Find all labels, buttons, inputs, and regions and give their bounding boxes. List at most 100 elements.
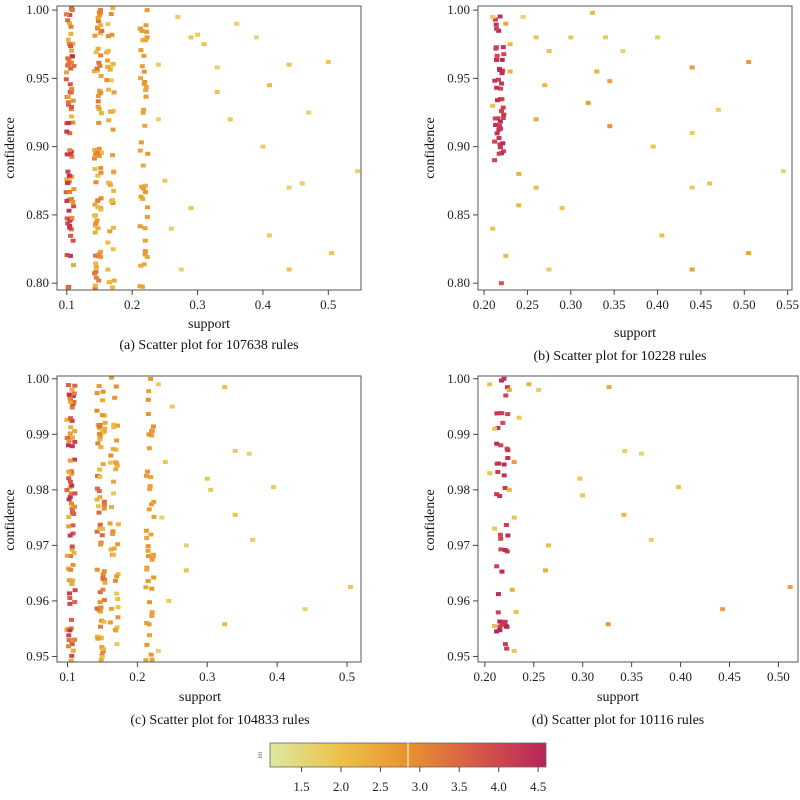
panel-a-column-1-point [98,196,104,201]
panel-c-column-0-point [72,457,78,462]
panel-d-column-0-point [498,443,504,448]
panel-a-column-1-point [92,286,98,291]
panel-c-column-1-point [100,413,105,418]
colorbar: lift 1.5 2.0 2.5 3.0 3.5 4.0 4.5 [257,742,547,794]
panel-a-column-3-point [145,151,151,156]
colorbar-ticks: 1.5 2.0 2.5 3.0 3.5 4.0 4.5 [293,767,546,794]
panel-a-column-3-point [142,252,148,257]
panel-c-column-3-point [148,376,153,381]
panel-c-column-0-point [67,596,73,600]
panel-c-column-1-point [100,398,105,403]
panel-d-column-0-point [501,376,507,381]
panel-a-column-1-point [96,107,102,112]
panel-a-column-1-point [92,156,97,161]
panel-c-column-0-point [71,512,77,516]
panel-c-column-0-point [70,562,76,567]
panel-c-column-3-point [146,446,152,451]
panel-c-column-1-point [98,542,103,547]
panel-a-column-3-point [138,26,143,31]
panel-a-column-1-point [96,278,102,283]
panel-a-column-1-point [98,249,103,254]
panel-a-column-1-point [99,150,104,155]
panel-c-column-1-point [96,489,102,494]
panel-a-column-1-point [97,63,103,68]
panel-c-column-3-point [145,548,151,553]
panel-c-column-1-point [95,441,101,446]
colorbar-tick-label: 3.0 [412,779,428,794]
panel-b: 0.20 0.25 0.30 0.35 0.40 0.45 0.50 0.55 0.800.8… [423,2,799,364]
panel-a-column-2-point [111,90,117,95]
panel-c-column-2-point [115,615,121,620]
panel-a-point [175,14,181,19]
panel-b-column-0-point [497,119,503,124]
panel-c-column-1-point [94,606,100,611]
panel-c-column-0-point [69,418,75,423]
panel-c-point [302,607,308,612]
panel-b-y-tick-label: 0.90 [447,139,470,154]
panel-a-column-2-point [108,78,114,83]
panel-a-column-0-point [64,199,70,203]
panel-a-column-3-point [138,263,144,268]
panel-a-column-0-point [63,70,69,75]
panel-c-point [155,648,161,653]
panel-d-point [546,543,551,548]
panel-b-point [507,69,513,74]
panel-c-point [222,622,228,627]
panel-c-column-3-point [151,575,157,580]
panel-c-y-tick-label: 0.99 [26,426,49,441]
panel-c-column-3-point [149,433,155,438]
panel-d-point [536,387,542,392]
panel-a-column-3-point [141,69,147,74]
panel-a-y-tick-label: 0.95 [26,70,49,85]
panel-a-column-0-point [66,61,72,66]
panel-c-column-1-point [101,499,107,504]
panel-b-y-ticks: 0.80 0.85 0.90 0.95 1.00 [447,2,478,290]
panel-b-point [546,267,552,272]
panel-d-column-0-point [495,610,501,615]
panel-c-column-1-point [98,605,104,610]
panel-c-column-0-point [64,417,70,422]
panel-c-column-1-point [101,619,107,624]
panel-b-points [490,10,786,286]
panel-c-point [222,385,228,390]
panel-a-column-0-point [64,152,70,157]
panel-a-column-1-point [98,23,104,28]
panel-a-x-tick-label: 0.2 [124,297,140,312]
panel-b-column-0-point [492,116,498,121]
panel-a-column-3-point [143,88,149,93]
panel-a-column-1-point [95,205,101,210]
panel-b-point [659,233,665,238]
panel-a-column-3-point [140,196,146,201]
panel-c-column-1-point [94,529,100,534]
panel-d-column-0-point [505,456,511,460]
panel-a-column-0-point [71,204,77,209]
panel-d-point [787,585,793,589]
panel-c-column-3-point [151,514,157,519]
panel-c-column-0-point [68,626,74,631]
panel-c-column-0-point [72,600,78,604]
panel-c-column-3-point [144,621,150,625]
panel-d-column-0-point [501,462,507,467]
panel-c-point [208,487,214,492]
panel-a-point [286,62,292,67]
panel-c-column-1-point [95,504,101,509]
panel-a-point [253,35,259,40]
panel-a-column-0-point [69,105,74,109]
panel-c-column-3-point [148,502,154,507]
panel-c-column-0-point [68,416,74,421]
panel-c-point [183,568,189,573]
panel-c-column-0-point [68,425,74,430]
panel-c-column-2-point [108,453,114,458]
panel-a-column-2-point [110,61,116,66]
panel-c-column-1-point [94,391,100,395]
panel-c-column-1-point [97,590,103,595]
panel-b-point [503,253,509,258]
panel-d-y-tick-label: 0.96 [447,593,470,608]
panel-d-point [516,415,522,420]
panel-d-column-0-point [502,619,508,624]
panel-c-column-0-point [66,469,72,474]
panel-b-column-0-point [499,109,504,114]
panel-b-column-0-point [497,14,503,19]
colorbar-tick-label: 4.0 [491,779,507,794]
panel-a-column-3-point [144,29,150,34]
